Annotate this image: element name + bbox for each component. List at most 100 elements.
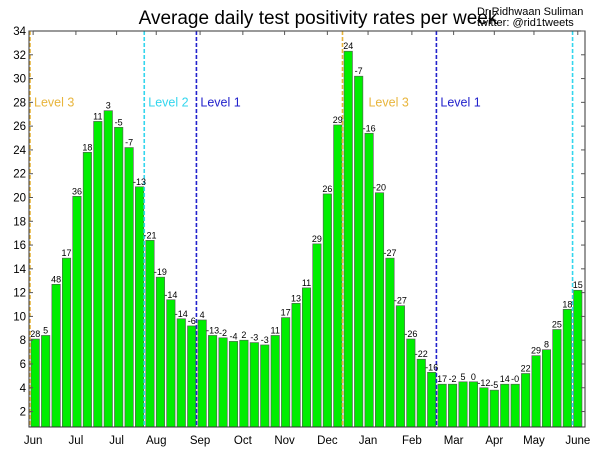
x-tick-label: Sep bbox=[190, 435, 210, 447]
y-tick-label: 26 bbox=[13, 121, 26, 133]
x-tick-label: Aug bbox=[146, 435, 166, 447]
y-tick-label: 18 bbox=[13, 216, 26, 228]
bar bbox=[364, 132, 374, 428]
bar bbox=[270, 335, 280, 428]
bar-data-label: 5 bbox=[43, 325, 48, 335]
bar bbox=[458, 381, 468, 428]
bar bbox=[395, 305, 405, 428]
bar bbox=[437, 383, 447, 428]
x-tick-label: June bbox=[565, 435, 590, 447]
bar bbox=[448, 383, 458, 428]
bar bbox=[72, 195, 82, 428]
bar bbox=[531, 355, 541, 428]
bar-data-label: -27 bbox=[394, 296, 407, 306]
bar bbox=[260, 344, 270, 428]
bar-data-label: -13 bbox=[133, 177, 146, 187]
bar bbox=[468, 381, 478, 428]
bar-data-label: 22 bbox=[521, 363, 531, 373]
bar bbox=[312, 243, 322, 428]
bar-data-label: -3 bbox=[261, 335, 269, 345]
bar bbox=[208, 335, 218, 428]
bar-data-label: 14 bbox=[500, 374, 510, 384]
y-tick-label: 6 bbox=[20, 359, 26, 371]
level-label: Level 1 bbox=[440, 95, 480, 109]
y-tick-label: 2 bbox=[20, 407, 26, 419]
bar bbox=[124, 147, 134, 428]
y-tick-label: 24 bbox=[13, 145, 26, 157]
y-tick-label: 20 bbox=[13, 192, 26, 204]
bar-data-label: -20 bbox=[373, 183, 386, 193]
y-tick-label: 4 bbox=[20, 383, 27, 395]
y-tick-label: 14 bbox=[13, 264, 26, 276]
bar bbox=[62, 257, 72, 428]
bar-data-label: 13 bbox=[291, 293, 301, 303]
bar-data-label: 4 bbox=[200, 310, 205, 320]
bar-data-label: -22 bbox=[415, 349, 428, 359]
bars-group bbox=[30, 50, 583, 428]
bar bbox=[135, 186, 145, 428]
bar bbox=[218, 337, 228, 428]
bar bbox=[343, 50, 353, 428]
bar-data-label: 24 bbox=[343, 41, 353, 51]
data-labels-group: 28 548173618113-5-7-13-21-19-14-14-64-13-… bbox=[30, 41, 583, 390]
bar-data-label: 25 bbox=[552, 319, 562, 329]
bar bbox=[239, 339, 249, 428]
bar bbox=[93, 121, 103, 428]
bar-data-label: 11 bbox=[93, 111, 102, 121]
credit-twitter: twitter: @rid1tweets bbox=[477, 17, 574, 29]
bar-data-label: 18 bbox=[562, 299, 572, 309]
bar-data-label: 36 bbox=[72, 186, 82, 196]
bar bbox=[197, 319, 207, 428]
bar-data-label: -14 bbox=[164, 290, 177, 300]
x-tick-label: Feb bbox=[402, 435, 422, 447]
bar-data-label: 26 bbox=[322, 184, 332, 194]
bar-data-label: -16 bbox=[363, 123, 376, 133]
bar-data-label: 2 bbox=[241, 330, 246, 340]
bar-data-label: -26 bbox=[404, 329, 417, 339]
x-tick-label: Jul bbox=[69, 435, 84, 447]
bar-data-label: -14 bbox=[175, 309, 188, 319]
bar bbox=[301, 287, 312, 428]
bar-data-label: 17 bbox=[281, 308, 291, 318]
bar-data-label: 28 bbox=[30, 329, 40, 339]
bar bbox=[41, 335, 51, 428]
bar bbox=[573, 289, 583, 428]
bar-data-label: -2 bbox=[219, 328, 227, 338]
bar-data-label: 8 bbox=[544, 340, 549, 350]
y-tick-label: 12 bbox=[13, 288, 26, 300]
bar-data-label: -6 bbox=[188, 316, 196, 326]
bar-data-label: -21 bbox=[143, 230, 156, 240]
bar bbox=[333, 124, 343, 428]
x-tick-label: Apr bbox=[485, 435, 503, 447]
bar-data-label: -4 bbox=[229, 331, 237, 341]
x-tick-label: Mar bbox=[444, 435, 464, 447]
bar bbox=[187, 325, 197, 428]
y-tick-label: 8 bbox=[20, 335, 26, 347]
bar bbox=[552, 329, 562, 428]
level-lines-group: Level 3 Level 2 Level 1 Level 3 Level 1 bbox=[29, 31, 574, 427]
y-tick-label: 32 bbox=[13, 50, 26, 62]
y-tick-label: 16 bbox=[13, 240, 26, 252]
bar-data-label: -5 bbox=[115, 117, 123, 127]
bar bbox=[51, 283, 61, 428]
bar-data-label: 29 bbox=[531, 346, 541, 356]
bar bbox=[500, 383, 510, 428]
y-tick-label: 10 bbox=[13, 311, 26, 323]
x-tick-label: May bbox=[523, 435, 545, 447]
level-label: Level 1 bbox=[200, 95, 240, 109]
bar-data-label: -13 bbox=[206, 325, 219, 335]
bar bbox=[541, 349, 551, 428]
bar bbox=[385, 257, 395, 428]
bar-data-label: -5 bbox=[490, 380, 498, 390]
bar bbox=[30, 338, 40, 428]
bar-data-label: -12 bbox=[477, 378, 490, 388]
x-tick-label: Nov bbox=[274, 435, 295, 447]
bar bbox=[427, 371, 437, 428]
bar bbox=[479, 387, 489, 428]
bar bbox=[489, 389, 499, 428]
x-tick-label: Jul bbox=[109, 435, 124, 447]
bar-data-label: 15 bbox=[573, 280, 583, 290]
bar-data-label: 29 bbox=[312, 234, 322, 244]
bar-data-label: 11 bbox=[302, 278, 311, 288]
